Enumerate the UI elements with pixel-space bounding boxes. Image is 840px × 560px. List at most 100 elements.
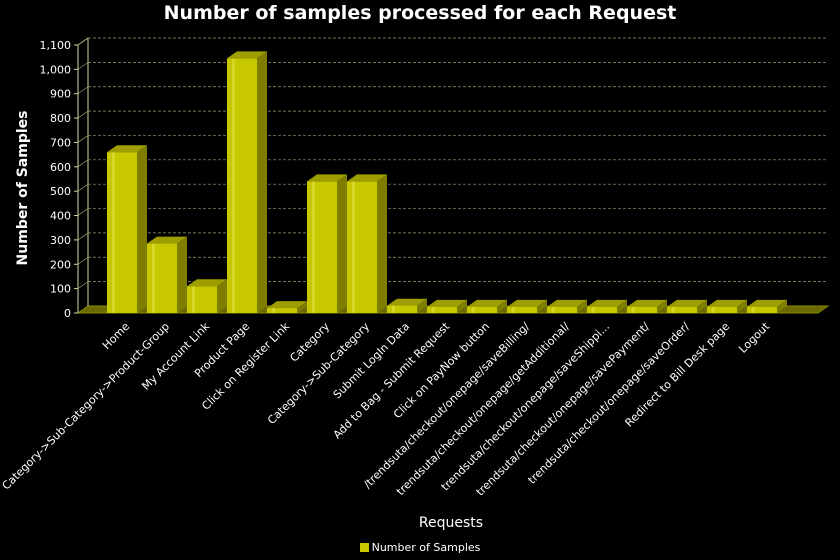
bar-side [577, 299, 587, 313]
legend-label: Number of Samples [371, 541, 481, 554]
bar-highlight [392, 305, 395, 313]
gridline-depth [77, 110, 89, 119]
x-tick-label: Logout [736, 319, 772, 355]
gridline-depth [77, 208, 89, 216]
y-tick-label: 200 [50, 258, 71, 271]
y-tick-label: 700 [50, 136, 71, 149]
bar [587, 299, 627, 313]
bar-side [617, 299, 627, 313]
y-axis-title: Number of Samples [15, 111, 31, 266]
bar-highlight [112, 152, 115, 313]
bar-highlight [192, 286, 195, 313]
bar [307, 174, 347, 313]
y-tick-label: 100 [50, 283, 71, 296]
bar-front [307, 181, 337, 313]
bar-highlight [752, 306, 755, 313]
gridlines [77, 37, 828, 289]
bar-highlight [632, 306, 635, 313]
bar-side [457, 299, 467, 313]
gridline-depth [77, 159, 89, 168]
bar-top [267, 301, 307, 309]
bar-top [187, 279, 227, 287]
bar-side [417, 298, 427, 313]
bar [667, 299, 707, 313]
bar-front [187, 286, 217, 313]
bar-side [217, 279, 227, 313]
bar-front [267, 308, 297, 313]
gridline-depth [77, 256, 89, 265]
bar-side [297, 301, 307, 313]
bar [747, 299, 787, 313]
bar-front [707, 306, 737, 313]
x-tick-label: Home [100, 320, 132, 352]
bar-top [627, 299, 667, 307]
x-tick-label: Category->Sub-Category->Product-Group [0, 320, 172, 493]
bar-front [667, 306, 697, 313]
bar-side [177, 236, 187, 313]
bar-front [107, 152, 137, 313]
bar-highlight [232, 58, 235, 314]
bar-highlight [352, 181, 355, 313]
x-axis: HomeCategory->Sub-Category->Product-Grou… [0, 319, 773, 498]
bar-top [667, 299, 707, 307]
bar-front [147, 243, 177, 313]
bar-front [627, 306, 657, 313]
gridline-depth [77, 62, 89, 70]
y-tick-label: 600 [50, 161, 71, 174]
bar-highlight [712, 306, 715, 313]
bar-top [307, 174, 347, 182]
bar-highlight [432, 306, 435, 313]
bar-highlight [672, 306, 675, 313]
bar-front [507, 306, 537, 313]
gridline-depth [77, 183, 89, 192]
bar-top [107, 145, 147, 153]
bar [707, 299, 747, 313]
legend: Number of Samples [0, 541, 840, 554]
y-tick-label: 1,100 [40, 39, 72, 52]
bar [507, 299, 547, 313]
bars [107, 51, 787, 314]
gridline-depth [77, 281, 89, 289]
bar-side [537, 299, 547, 313]
bar-highlight [512, 306, 515, 313]
bar-side [377, 174, 387, 313]
y-tick-label: 300 [50, 234, 71, 247]
y-tick-label: 0 [64, 307, 71, 320]
plot-area [76, 37, 830, 314]
bar-side [657, 299, 667, 313]
bar [187, 279, 227, 313]
bar-front [227, 58, 257, 314]
chart-title: Number of samples processed for each Req… [163, 2, 677, 24]
bar-top [347, 174, 387, 182]
y-axis: 0 100 200 300 400 500 600 700 800 900 1,000 1,100 [40, 39, 78, 320]
bar-front [427, 306, 457, 313]
y-tick-label: 500 [50, 185, 71, 198]
legend-swatch [359, 543, 369, 552]
bar-side [137, 145, 147, 313]
gridline-depth [77, 232, 89, 241]
bar-front [747, 306, 777, 313]
bar-highlight [592, 306, 595, 313]
x-tick-label: My Account Link [139, 319, 212, 392]
bar-side [337, 174, 347, 313]
y-tick-label: 1,000 [40, 63, 72, 76]
bar-side [737, 299, 747, 313]
x-tick-label: Submit LogIn Data [331, 320, 412, 401]
bar-side [777, 299, 787, 313]
bar-side [257, 51, 267, 314]
bar-top [467, 299, 507, 307]
bar-front [587, 306, 617, 313]
gridline-depth [77, 37, 89, 46]
bar-top [387, 298, 427, 306]
bar [387, 298, 427, 313]
y-tick-label: 400 [50, 210, 71, 223]
plot-wall [78, 38, 828, 313]
bar-highlight [152, 243, 155, 313]
bar-top [707, 299, 747, 307]
bar-top [547, 299, 587, 307]
bar-front [387, 305, 417, 313]
bar-highlight [272, 308, 275, 313]
bar-highlight [312, 181, 315, 313]
bar-side [497, 299, 507, 313]
bar [267, 301, 307, 313]
